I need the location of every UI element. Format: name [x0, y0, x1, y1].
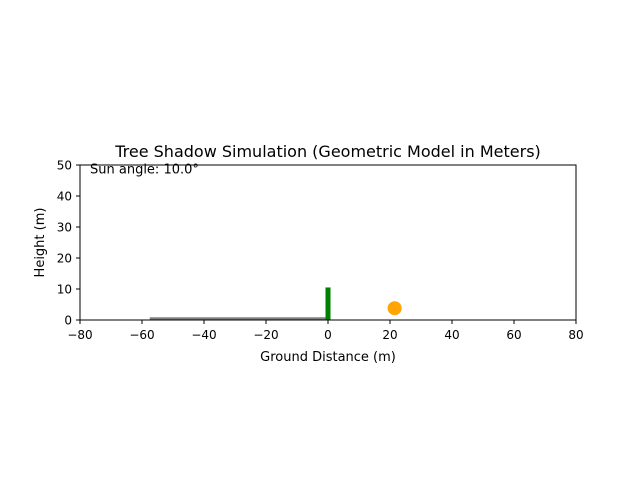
x-axis-label: Ground Distance (m): [260, 350, 396, 365]
y-tick-label: 50: [57, 159, 72, 173]
x-tick-label: −40: [191, 328, 216, 342]
x-tick-label: −60: [129, 328, 154, 342]
y-axis-label: Height (m): [33, 208, 48, 278]
x-tick-label: −80: [67, 328, 92, 342]
x-tick-label: 20: [382, 328, 397, 342]
chart-title: Tree Shadow Simulation (Geometric Model …: [114, 142, 541, 161]
x-tick-label: −20: [253, 328, 278, 342]
y-axis-ticks: 0 10 20 30 40 50: [57, 159, 80, 328]
sun-marker: [387, 301, 402, 316]
y-tick-label: 10: [57, 283, 72, 297]
y-tick-label: 0: [64, 314, 72, 328]
sun-angle-annotation: Sun angle: 10.0°: [90, 163, 199, 178]
x-tick-label: 40: [444, 328, 459, 342]
x-tick-label: 60: [506, 328, 521, 342]
y-tick-label: 40: [57, 190, 72, 204]
x-axis-ticks: −80 −60 −40 −20 0 20 40 60 80: [67, 320, 584, 342]
plot-area: [149, 287, 402, 320]
x-tick-label: 0: [324, 328, 332, 342]
y-tick-label: 20: [57, 252, 72, 266]
y-tick-label: 30: [57, 221, 72, 235]
x-tick-label: 80: [568, 328, 583, 342]
